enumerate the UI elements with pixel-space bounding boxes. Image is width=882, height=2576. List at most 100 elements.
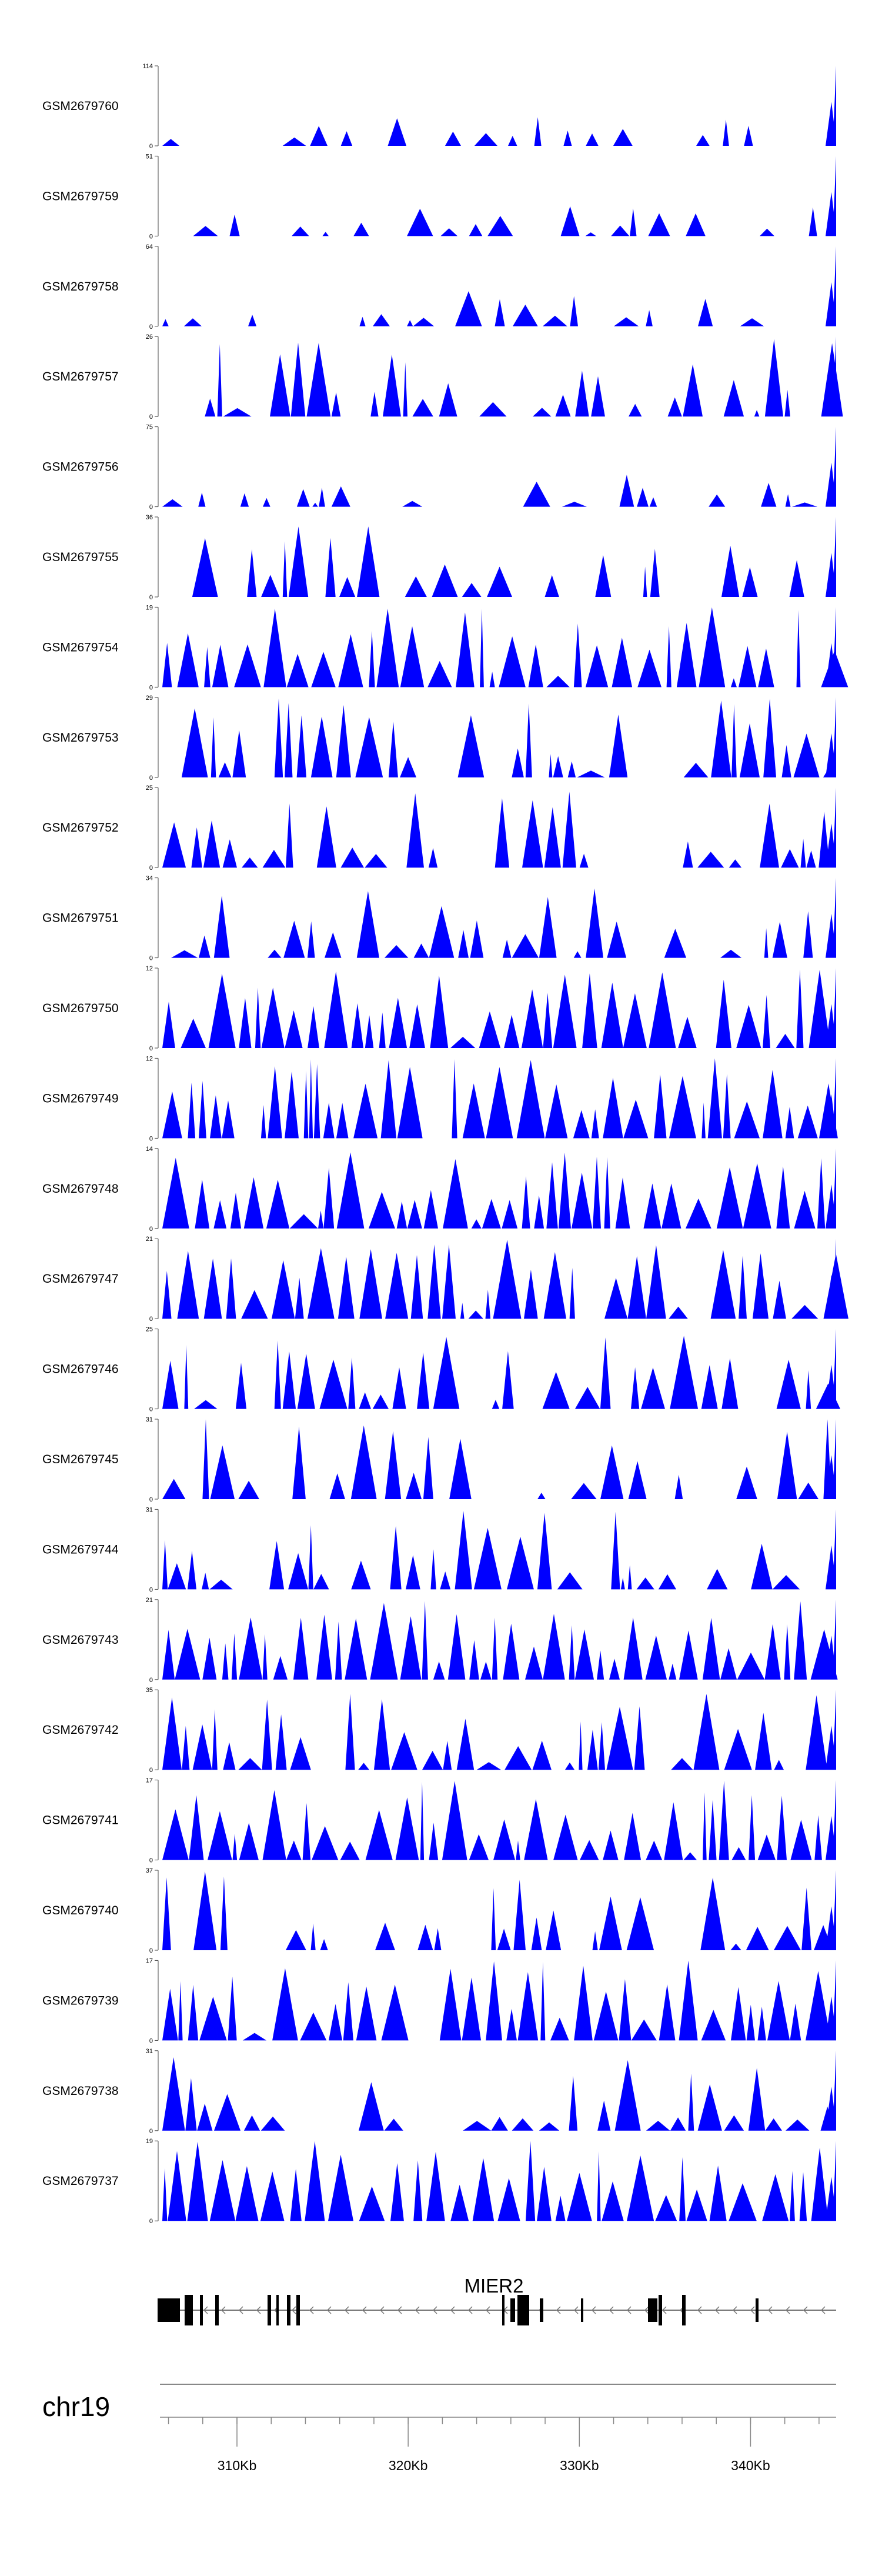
coverage-area — [160, 1599, 838, 1680]
y-max-label: 36 — [146, 514, 153, 521]
strand-arrow — [662, 2306, 667, 2314]
strand-arrow — [238, 2306, 243, 2314]
gene-model: MIER2 — [158, 2275, 836, 2325]
strand-arrow — [432, 2306, 437, 2314]
track-label: GSM2679746 — [42, 1363, 119, 1376]
x-tick-label: 310Kb — [218, 2458, 257, 2473]
strand-arrow — [415, 2306, 420, 2314]
y-max-label: 37 — [146, 1867, 153, 1874]
y-max-label: 12 — [146, 1055, 153, 1062]
strand-arrow — [397, 2306, 402, 2314]
track-GSM2679739: GSM2679739 17 0 — [42, 1957, 836, 2044]
gene-exon — [510, 2298, 515, 2322]
track-label: GSM2679743 — [42, 1633, 119, 1647]
strand-arrow — [291, 2306, 296, 2314]
track-label: GSM2679751 — [42, 912, 119, 925]
y-min-label: 0 — [149, 1316, 153, 1323]
y-min-label: 0 — [149, 2128, 153, 2135]
y-min-label: 0 — [149, 1135, 153, 1142]
track-label: GSM2679748 — [42, 1182, 119, 1196]
gene-exon — [215, 2295, 219, 2325]
coverage-area — [160, 2050, 836, 2131]
y-max-label: 51 — [146, 153, 153, 160]
gene-exon — [540, 2298, 543, 2322]
gene-exon — [296, 2295, 300, 2325]
track-GSM2679749: GSM2679749 12 0 — [42, 1055, 838, 1142]
track-GSM2679738: GSM2679738 31 0 — [42, 2048, 836, 2135]
track-GSM2679755: GSM2679755 36 0 — [42, 514, 838, 601]
y-max-label: 31 — [146, 1416, 153, 1423]
strand-arrow — [326, 2306, 332, 2314]
y-min-label: 0 — [149, 2218, 153, 2225]
track-label: GSM2679760 — [42, 99, 119, 113]
track-label: GSM2679754 — [42, 640, 119, 654]
track-label: GSM2679758 — [42, 280, 119, 293]
y-min-label: 0 — [149, 1947, 153, 1954]
coverage-area — [160, 1148, 836, 1229]
chromosome-label: chr19 — [42, 2391, 110, 2422]
track-label: GSM2679744 — [42, 1543, 119, 1556]
gene-exon — [756, 2298, 759, 2322]
x-tick-label: 320Kb — [389, 2458, 428, 2473]
gene-exon — [648, 2298, 657, 2322]
y-max-label: 19 — [146, 2138, 153, 2145]
track-GSM2679743: GSM2679743 21 0 — [42, 1597, 838, 1684]
strand-arrow — [309, 2306, 314, 2314]
strand-arrow — [450, 2306, 455, 2314]
track-label: GSM2679756 — [42, 461, 119, 474]
strand-arrow — [785, 2306, 790, 2314]
track-GSM2679744: GSM2679744 31 0 — [42, 1506, 836, 1593]
y-max-label: 31 — [146, 2048, 153, 2055]
gene-exon — [185, 2295, 193, 2325]
track-label: GSM2679759 — [42, 189, 119, 203]
y-max-label: 114 — [142, 63, 153, 70]
track-GSM2679754: GSM2679754 19 0 — [42, 604, 848, 691]
track-GSM2679758: GSM2679758 64 0 — [42, 243, 836, 331]
strand-arrow — [697, 2306, 702, 2314]
coverage-area — [160, 1058, 838, 1139]
coverage-area — [160, 697, 836, 778]
y-max-label: 25 — [146, 785, 153, 792]
track-label: GSM2679755 — [42, 550, 119, 564]
coverage-area — [160, 877, 836, 958]
track-GSM2679752: GSM2679752 25 0 — [42, 785, 836, 872]
y-max-label: 35 — [146, 1687, 153, 1694]
coverage-area — [160, 2141, 836, 2221]
y-max-label: 19 — [146, 604, 153, 611]
track-label: GSM2679739 — [42, 1994, 119, 2007]
y-min-label: 0 — [149, 1406, 153, 1413]
strand-arrow — [732, 2306, 737, 2314]
x-tick-label: 330Kb — [560, 2458, 599, 2473]
track-GSM2679747: GSM2679747 21 0 — [42, 1236, 848, 1323]
strand-arrow — [714, 2306, 720, 2314]
track-label: GSM2679747 — [42, 1272, 119, 1286]
y-min-label: 0 — [149, 323, 153, 331]
y-min-label: 0 — [149, 413, 153, 421]
track-GSM2679751: GSM2679751 34 0 — [42, 875, 836, 962]
y-max-label: 21 — [146, 1236, 153, 1243]
coverage-area — [160, 66, 836, 146]
strand-arrow — [573, 2306, 579, 2314]
y-min-label: 0 — [149, 1586, 153, 1593]
y-max-label: 17 — [146, 1777, 153, 1784]
coverage-area — [160, 1239, 848, 1319]
coverage-area — [160, 517, 838, 597]
track-GSM2679760: GSM2679760 114 0 — [42, 63, 836, 150]
coverage-area — [160, 788, 836, 868]
strand-arrow — [591, 2306, 596, 2314]
strand-arrow — [467, 2306, 473, 2314]
strand-arrow — [256, 2306, 261, 2314]
gene-exon — [158, 2298, 180, 2322]
y-min-label: 0 — [149, 143, 153, 150]
coverage-area — [160, 968, 836, 1048]
track-label: GSM2679749 — [42, 1092, 119, 1105]
gene-exon — [659, 2295, 662, 2325]
y-max-label: 12 — [146, 965, 153, 972]
y-min-label: 0 — [149, 1045, 153, 1052]
y-min-label: 0 — [149, 504, 153, 511]
track-GSM2679737: GSM2679737 19 0 — [42, 2138, 836, 2225]
track-label: GSM2679741 — [42, 1814, 119, 1827]
y-min-label: 0 — [149, 233, 153, 240]
coverage-area — [160, 1870, 836, 1950]
coverage-area — [160, 426, 836, 507]
